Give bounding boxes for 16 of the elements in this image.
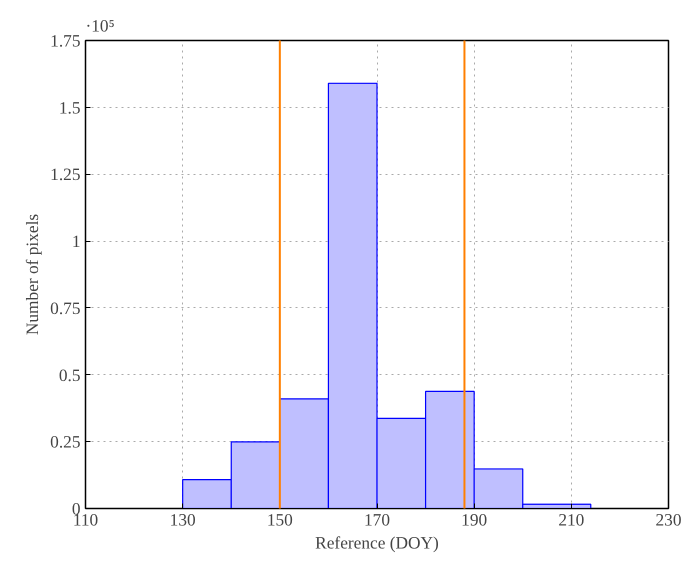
x-tick-label: 190: [461, 510, 488, 530]
text: ·10⁵: [86, 16, 115, 36]
x-tick-label: 150: [266, 510, 293, 530]
y-tick-label: 1.75: [50, 32, 81, 50]
y-tick-label: 1: [72, 232, 81, 252]
y-tick-label: 1.25: [50, 165, 81, 184]
x-tick-label: 170: [364, 510, 390, 530]
y-tick-label: 1.5: [58, 98, 81, 118]
y-tick-label: 0.5: [58, 366, 81, 385]
y-axis-title: Number of pixels: [23, 214, 42, 336]
x-axis-title: Reference (DOY): [315, 534, 440, 552]
x-tick-label: 210: [558, 510, 584, 530]
x-tick-label: 230: [656, 510, 682, 530]
y-tick-label: 0.75: [50, 298, 81, 318]
y-tick-label: 0.25: [50, 432, 81, 452]
x-tick-label: 130: [170, 510, 196, 530]
